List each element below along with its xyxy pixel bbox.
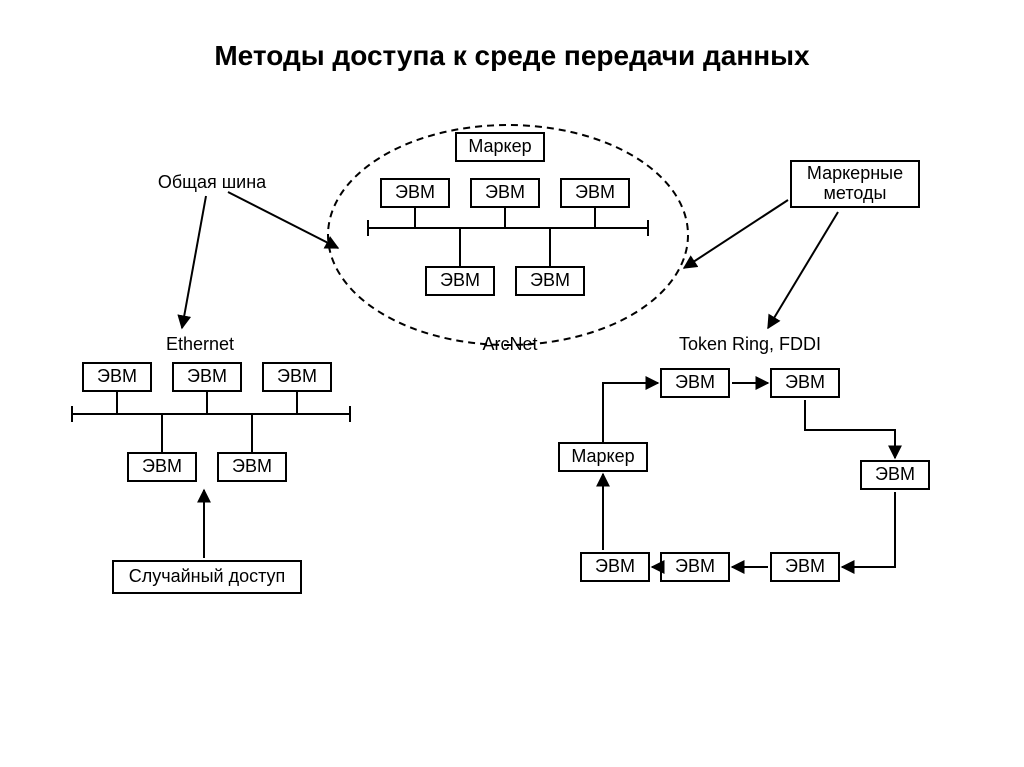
label-bus: Общая шина xyxy=(142,172,282,193)
ring-evm-5: ЭВМ xyxy=(660,552,730,582)
ring-evm-3: ЭВМ xyxy=(860,460,930,490)
wires-svg xyxy=(0,0,1024,767)
label-arcnet: ArcNet xyxy=(460,334,560,355)
label-tokenring: Token Ring, FDDI xyxy=(640,334,860,355)
arc-evm-5: ЭВМ xyxy=(515,266,585,296)
arc-evm-2: ЭВМ xyxy=(470,178,540,208)
arc-marker: Маркер xyxy=(455,132,545,162)
eth-evm-2: ЭВМ xyxy=(172,362,242,392)
ring-evm-1: ЭВМ xyxy=(660,368,730,398)
box-marker-methods: Маркерные методы xyxy=(790,160,920,208)
box-random-access: Случайный доступ xyxy=(112,560,302,594)
eth-evm-3: ЭВМ xyxy=(262,362,332,392)
ring-evm-4: ЭВМ xyxy=(770,552,840,582)
ring-marker: Маркер xyxy=(558,442,648,472)
ring-evm-2: ЭВМ xyxy=(770,368,840,398)
eth-evm-1: ЭВМ xyxy=(82,362,152,392)
page-title: Методы доступа к среде передачи данных xyxy=(0,40,1024,72)
arc-evm-1: ЭВМ xyxy=(380,178,450,208)
eth-evm-4: ЭВМ xyxy=(127,452,197,482)
arc-evm-3: ЭВМ xyxy=(560,178,630,208)
arc-evm-4: ЭВМ xyxy=(425,266,495,296)
eth-evm-5: ЭВМ xyxy=(217,452,287,482)
label-ethernet: Ethernet xyxy=(150,334,250,355)
ring-evm-6: ЭВМ xyxy=(580,552,650,582)
diagram-canvas: Методы доступа к среде передачи данных О… xyxy=(0,0,1024,767)
